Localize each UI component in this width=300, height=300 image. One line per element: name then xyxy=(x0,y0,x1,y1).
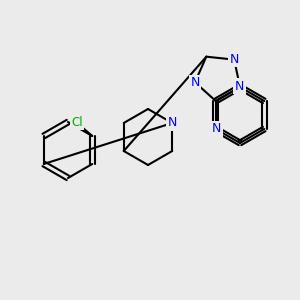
Text: N: N xyxy=(230,53,239,66)
Text: N: N xyxy=(235,80,245,94)
Text: N: N xyxy=(234,80,244,92)
Text: N: N xyxy=(190,76,200,89)
Text: Cl: Cl xyxy=(71,116,83,128)
Text: N: N xyxy=(190,76,200,89)
Text: N: N xyxy=(230,53,239,66)
Text: N: N xyxy=(168,116,177,130)
Text: N: N xyxy=(212,122,221,136)
